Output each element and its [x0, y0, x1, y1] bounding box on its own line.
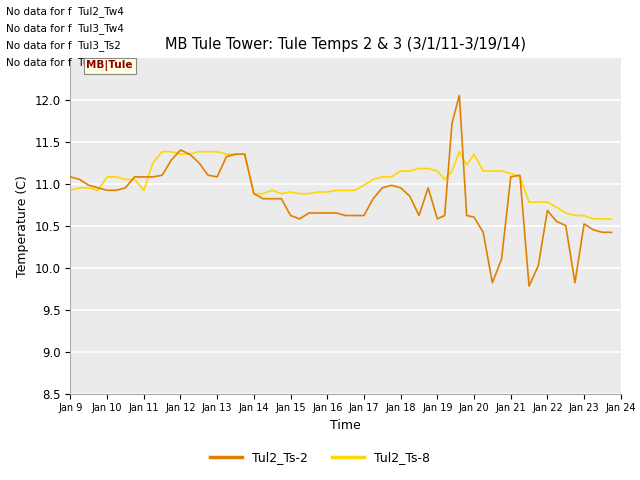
Tul2_Ts-8: [268, 188, 276, 193]
X-axis label: Time: Time: [330, 419, 361, 432]
Tul2_Ts-2: [553, 218, 561, 224]
Text: No data for f  Tul3_Tw4: No data for f Tul3_Tw4: [6, 23, 124, 34]
Tul2_Ts-8: [543, 199, 551, 205]
Text: MB|Tule: MB|Tule: [86, 60, 133, 71]
Tul2_Ts-8: [186, 151, 193, 157]
Line: Tul2_Ts-8: Tul2_Ts-8: [70, 152, 612, 219]
Tul2_Ts-2: [360, 213, 368, 218]
Tul2_Ts-2: [456, 93, 463, 98]
Tul2_Ts-2: [525, 283, 533, 289]
Tul2_Ts-2: [67, 174, 74, 180]
Title: MB Tule Tower: Tule Temps 2 & 3 (3/1/11-3/19/14): MB Tule Tower: Tule Temps 2 & 3 (3/1/11-…: [165, 37, 526, 52]
Text: No data for f  Tul3_Ts2: No data for f Tul3_Ts2: [6, 40, 121, 51]
Line: Tul2_Ts-2: Tul2_Ts-2: [70, 96, 612, 286]
Tul2_Ts-8: [158, 149, 166, 155]
Y-axis label: Temperature (C): Temperature (C): [16, 175, 29, 276]
Text: No data for f  Tul3_Ts5: No data for f Tul3_Ts5: [6, 57, 121, 68]
Tul2_Ts-8: [67, 188, 74, 193]
Tul2_Ts-2: [259, 196, 267, 202]
Tul2_Ts-8: [406, 168, 413, 174]
Tul2_Ts-2: [608, 229, 616, 235]
Tul2_Ts-2: [397, 185, 404, 191]
Tul2_Ts-2: [177, 147, 184, 153]
Tul2_Ts-2: [195, 160, 203, 166]
Text: No data for f  Tul2_Tw4: No data for f Tul2_Tw4: [6, 6, 124, 17]
Tul2_Ts-8: [589, 216, 597, 222]
Tul2_Ts-8: [608, 216, 616, 222]
Tul2_Ts-8: [369, 177, 377, 182]
Legend: Tul2_Ts-2, Tul2_Ts-8: Tul2_Ts-2, Tul2_Ts-8: [205, 446, 435, 469]
Tul2_Ts-8: [204, 149, 212, 155]
